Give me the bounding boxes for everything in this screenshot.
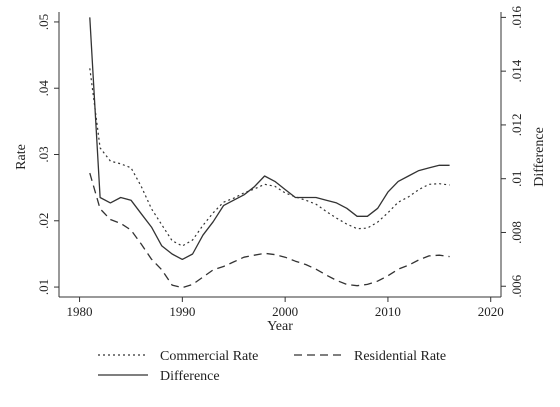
series-group bbox=[89, 17, 450, 289]
left-y-tick-label: .04 bbox=[36, 80, 51, 97]
x-tick-label: 2010 bbox=[375, 304, 401, 319]
right-y-tick-label: .012 bbox=[509, 114, 524, 137]
right-y-axis-title: Difference bbox=[532, 127, 547, 187]
series-residential-rate bbox=[89, 172, 450, 289]
x-tick-label: 1980 bbox=[67, 304, 93, 319]
axes bbox=[58, 12, 502, 298]
right-y-tick-label: .006 bbox=[509, 274, 524, 297]
right-y-tick-label: .016 bbox=[509, 6, 524, 29]
series-difference bbox=[89, 17, 450, 261]
left-y-tick-label: .05 bbox=[36, 14, 51, 30]
x-tick-label: 2020 bbox=[478, 304, 504, 319]
right-y-tick-label: .01 bbox=[509, 171, 524, 187]
left-y-tick-label: .02 bbox=[36, 213, 51, 229]
ticks: 1980 1990 2000 2010 2020 .01 .02 .03 .04 .05 .006.… bbox=[36, 6, 524, 319]
right-y-tick-label: .008 bbox=[509, 221, 524, 244]
legend-label-difference: Difference bbox=[160, 369, 220, 384]
x-tick-label: 2000 bbox=[272, 304, 298, 319]
left-y-axis-title: Rate bbox=[14, 144, 29, 170]
left-y-tick-label: .03 bbox=[36, 146, 51, 162]
x-tick-label: 1990 bbox=[169, 304, 195, 319]
series-commercial-rate bbox=[89, 68, 450, 247]
legend: Commercial Rate Residential Rate Differe… bbox=[98, 349, 446, 384]
right-y-tick-label: .014 bbox=[509, 59, 524, 82]
legend-label-commercial-rate: Commercial Rate bbox=[160, 349, 258, 364]
x-axis-title: Year bbox=[267, 319, 293, 334]
legend-label-residential-rate: Residential Rate bbox=[354, 349, 446, 364]
left-y-tick-label: .01 bbox=[36, 279, 51, 295]
